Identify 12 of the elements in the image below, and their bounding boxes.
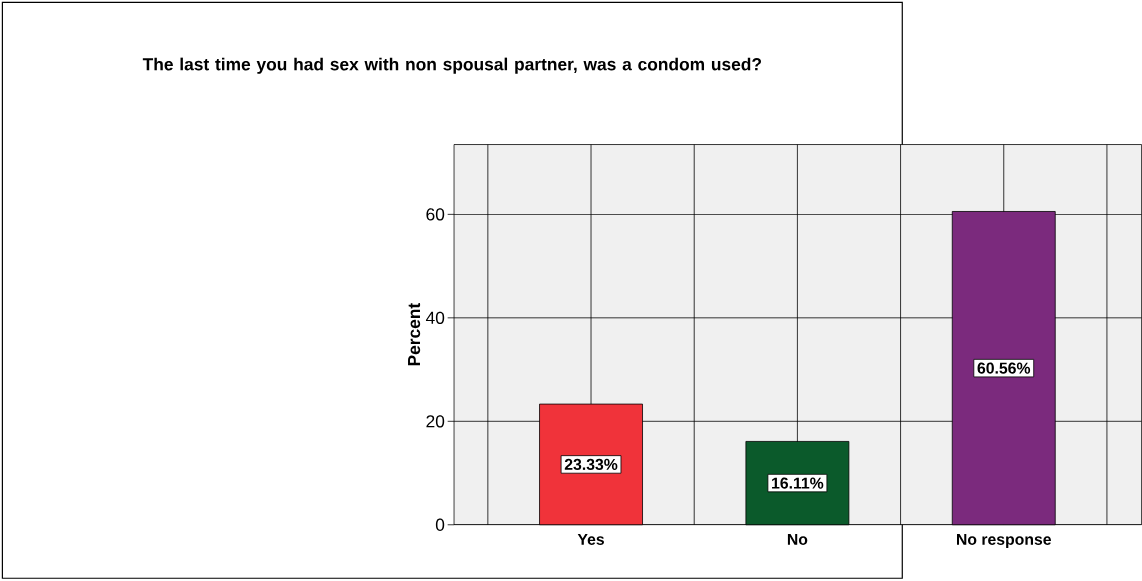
data-label: 16.11% <box>772 477 824 489</box>
y-tick-label: 0 <box>435 518 445 532</box>
y-tick-label: 60 <box>426 208 445 221</box>
y-tick-label: 40 <box>425 311 445 325</box>
x-tick-label: Yes <box>577 534 604 546</box>
x-tick-label: No <box>787 534 808 546</box>
y-axis-title: Percent <box>408 303 421 366</box>
y-tick-label: 20 <box>426 415 445 428</box>
data-label: 23.33% <box>564 459 618 471</box>
data-label: 60.56% <box>977 362 1031 374</box>
x-tick-label: No response <box>957 534 1052 549</box>
chart-title: The last time you had sex with non spousal partner, was a condom used? <box>142 57 762 74</box>
